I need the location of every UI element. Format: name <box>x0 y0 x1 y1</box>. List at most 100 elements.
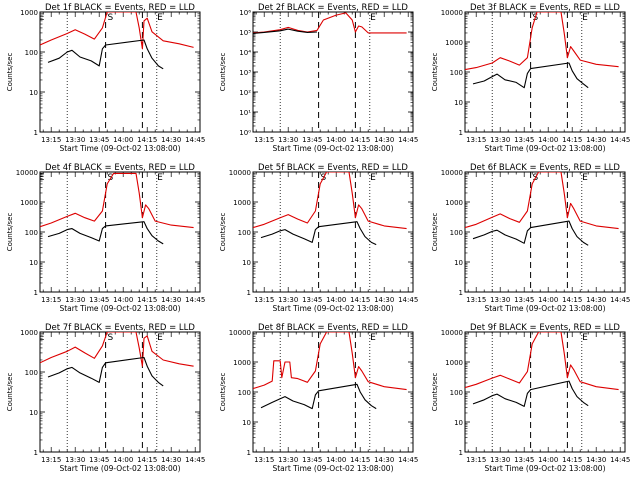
y-tick-label: 10⁶ <box>239 9 251 17</box>
x-axis-label: Start Time (09-Oct-02 13:08:00) <box>272 464 393 473</box>
marker-label: E <box>157 173 163 183</box>
series-line-events <box>47 356 164 387</box>
panel-det-8: Det 8f BLACK = Events, RED = LLD 1 10 100 10… <box>219 323 418 473</box>
y-tick-label: 100 <box>450 229 463 237</box>
marker-label: S <box>108 333 114 343</box>
x-tick-label: 14:30 <box>374 136 394 144</box>
marker-label: E <box>370 173 376 183</box>
x-axis-label: Start Time (09-Oct-02 13:08:00) <box>59 144 180 153</box>
x-tick-label: 14:00 <box>113 136 133 144</box>
y-axis-label: Counts/sec <box>6 53 14 92</box>
marker-label: E <box>39 333 45 343</box>
x-tick-label: 13:45 <box>514 296 534 304</box>
y-tick-label: 10000 <box>441 9 463 17</box>
y-tick-label: 1000 <box>445 39 463 47</box>
series-group <box>253 172 407 246</box>
panel-det-7: Det 7f BLACK = Events, RED = LLD 1 10 100 10… <box>6 323 205 473</box>
panel-title: Det 8f BLACK = Events, RED = LLD <box>258 323 408 333</box>
panel-title: Det 1f BLACK = Events, RED = LLD <box>45 3 195 13</box>
y-tick-label: 1000 <box>445 199 463 207</box>
y-tick-label: 10⁰ <box>239 129 251 137</box>
x-tick-label: 14:00 <box>538 456 558 464</box>
y-tick-label: 1 <box>247 449 251 457</box>
x-tick-label: 14:45 <box>185 136 205 144</box>
y-tick-label: 100 <box>25 229 38 237</box>
plot-frame <box>39 171 201 293</box>
series-line-lld <box>465 172 619 230</box>
panel-det-9: Det 9f BLACK = Events, RED = LLD 1 10 100 10… <box>431 323 630 473</box>
x-tick-label: 14:45 <box>398 296 418 304</box>
x-tick-label: 14:15 <box>350 136 370 144</box>
y-tick-label: 10² <box>239 89 251 97</box>
x-tick-label: 13:45 <box>514 136 534 144</box>
x-tick-label: 14:30 <box>586 136 606 144</box>
y-tick-label: 10000 <box>16 169 38 177</box>
x-tick-label: 13:15 <box>466 296 486 304</box>
y-tick-label: 10⁴ <box>239 49 251 57</box>
x-tick-label: 14:45 <box>610 136 630 144</box>
series-group <box>465 332 619 407</box>
x-tick-label: 13:15 <box>41 456 61 464</box>
x-tick-label: 13:15 <box>254 136 274 144</box>
y-tick-label: 1 <box>459 449 463 457</box>
x-axis-label: Start Time (09-Oct-02 13:08:00) <box>59 304 180 313</box>
x-tick-label: 14:15 <box>562 456 582 464</box>
x-tick-label: 14:30 <box>374 456 394 464</box>
x-tick-label: 14:15 <box>137 136 157 144</box>
y-axis-label: Counts/sec <box>219 53 227 92</box>
y-tick-label: 1 <box>34 129 38 137</box>
x-tick-label: 14:15 <box>350 296 370 304</box>
y-tick-label: 1 <box>247 289 251 297</box>
panel-title: Det 2f BLACK = Events, RED = LLD <box>258 3 408 13</box>
plot-frame <box>464 171 626 293</box>
x-tick-label: 14:15 <box>562 296 582 304</box>
x-tick-label: 14:00 <box>326 136 346 144</box>
x-tick-label: 14:30 <box>161 456 181 464</box>
y-axis-label: Counts/sec <box>219 213 227 252</box>
series-line-lld <box>40 12 194 50</box>
marker-label: E <box>582 333 588 343</box>
y-tick-label: 10 <box>454 259 463 267</box>
y-tick-label: 10000 <box>229 169 251 177</box>
marker-label: E <box>39 173 45 183</box>
y-tick-label: 1 <box>459 129 463 137</box>
y-tick-label: 1000 <box>445 359 463 367</box>
x-tick-label: 13:15 <box>466 136 486 144</box>
y-tick-label: 1000 <box>20 199 38 207</box>
x-tick-label: 13:30 <box>278 456 298 464</box>
marker-label: E <box>370 13 376 23</box>
x-tick-label: 14:00 <box>326 456 346 464</box>
y-axis-label: Counts/sec <box>6 213 14 252</box>
marker-label: E <box>582 13 588 23</box>
y-tick-label: 1000 <box>20 329 38 337</box>
series-line-lld <box>40 172 194 229</box>
series-line-events <box>472 380 589 407</box>
y-tick-label: 1 <box>459 289 463 297</box>
x-tick-label: 13:45 <box>302 456 322 464</box>
y-tick-label: 1000 <box>20 9 38 17</box>
x-tick-label: 13:45 <box>514 456 534 464</box>
x-tick-label: 14:45 <box>398 456 418 464</box>
plot-frame <box>252 331 414 453</box>
marker-label: E <box>370 333 376 343</box>
x-tick-label: 14:00 <box>538 296 558 304</box>
y-tick-label: 1000 <box>233 199 251 207</box>
x-tick-label: 14:45 <box>185 296 205 304</box>
panel-det-3: Det 3f BLACK = Events, RED = LLD 1 10 100 10… <box>431 3 630 153</box>
x-tick-label: 13:15 <box>254 296 274 304</box>
series-line-events <box>472 220 589 246</box>
y-tick-label: 1 <box>34 289 38 297</box>
y-tick-label: 10 <box>242 419 251 427</box>
series-line-lld <box>253 172 407 230</box>
x-tick-label: 13:15 <box>254 456 274 464</box>
y-tick-label: 10⁵ <box>239 29 251 37</box>
x-tick-label: 14:30 <box>374 296 394 304</box>
x-tick-label: 14:30 <box>161 296 181 304</box>
x-tick-label: 14:30 <box>161 136 181 144</box>
series-line-lld <box>465 12 619 71</box>
panel-det-6: Det 6f BLACK = Events, RED = LLD 1 10 100 10… <box>431 163 630 313</box>
x-tick-label: 13:30 <box>278 296 298 304</box>
series-line-lld <box>40 332 194 367</box>
panel-det-4: Det 4f BLACK = Events, RED = LLD 1 10 100 10… <box>6 163 205 313</box>
